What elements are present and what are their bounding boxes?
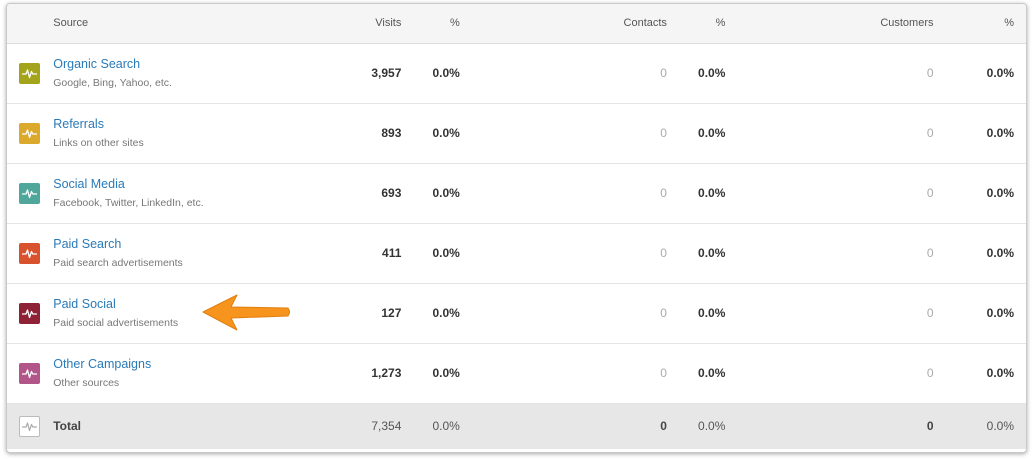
source-description: Other sources xyxy=(53,377,120,389)
customers-pct-value: 0.0% xyxy=(986,306,1014,320)
activity-icon[interactable] xyxy=(19,182,40,204)
activity-icon[interactable] xyxy=(19,415,40,437)
contacts-value: 0 xyxy=(660,306,667,320)
total-label: Total xyxy=(53,419,82,434)
header-icon-spacer xyxy=(7,4,49,43)
contacts-pct-value: 0.0% xyxy=(698,306,726,320)
customers-pct-value: 0.0% xyxy=(986,246,1014,260)
total-contacts-pct: 0.0% xyxy=(698,419,726,434)
customers-value: 0 xyxy=(926,66,934,80)
visits-pct-value: 0.0% xyxy=(432,246,460,260)
visits-value: 127 xyxy=(381,306,402,320)
activity-icon[interactable] xyxy=(19,122,40,144)
visits-pct-value: 0.0% xyxy=(432,306,460,320)
activity-icon[interactable] xyxy=(19,62,40,84)
traffic-sources-panel: Source Visits % Contacts % Customers % O… xyxy=(6,3,1027,453)
sources-table: Source Visits % Contacts % Customers % O… xyxy=(7,4,1026,449)
source-description: Links on other sites xyxy=(53,137,144,149)
source-link-paid-social[interactable]: Paid Social xyxy=(53,297,116,311)
visits-value: 411 xyxy=(382,246,402,260)
source-link-social-media[interactable]: Social Media xyxy=(53,177,125,191)
contacts-value: 0 xyxy=(660,186,667,200)
source-link-paid-search[interactable]: Paid Search xyxy=(53,237,122,251)
header-customers-pct[interactable]: % xyxy=(1004,17,1014,30)
activity-icon[interactable] xyxy=(19,302,40,324)
visits-pct-value: 0.0% xyxy=(432,66,460,80)
contacts-value: 0 xyxy=(660,126,667,140)
table-row: Social Media Facebook, Twitter, LinkedIn… xyxy=(7,163,1026,223)
activity-icon[interactable] xyxy=(19,242,40,264)
visits-value: 1,273 xyxy=(371,366,402,380)
total-row: Total 7,354 0.0% 0 0.0% 0 0.0% xyxy=(7,403,1026,449)
visits-value: 893 xyxy=(381,126,402,140)
customers-pct-value: 0.0% xyxy=(986,66,1014,80)
table-row: Paid Search Paid search advertisements 4… xyxy=(7,223,1026,283)
source-description: Paid social advertisements xyxy=(53,317,179,329)
contacts-value: 0 xyxy=(660,66,667,80)
customers-pct-value: 0.0% xyxy=(986,186,1014,200)
table-row: Other Campaigns Other sources 1,273 0.0%… xyxy=(7,343,1026,403)
contacts-value: 0 xyxy=(660,246,667,260)
visits-value: 693 xyxy=(381,186,402,200)
contacts-value: 0 xyxy=(660,366,667,380)
table-row: Referrals Links on other sites 893 0.0% … xyxy=(7,103,1026,163)
activity-icon[interactable] xyxy=(19,362,40,384)
customers-value: 0 xyxy=(926,126,934,140)
customers-pct-value: 0.0% xyxy=(986,366,1014,380)
customers-value: 0 xyxy=(926,366,934,380)
visits-pct-value: 0.0% xyxy=(432,366,460,380)
source-link-other-campaigns[interactable]: Other Campaigns xyxy=(53,357,152,371)
contacts-pct-value: 0.0% xyxy=(698,126,726,140)
customers-value: 0 xyxy=(926,306,934,320)
table-header: Source Visits % Contacts % Customers % xyxy=(7,4,1026,43)
contacts-pct-value: 0.0% xyxy=(698,186,726,200)
table-row: Paid Social Paid social advertisements 1… xyxy=(7,283,1026,343)
header-customers[interactable]: Customers xyxy=(880,17,934,30)
total-customers: 0 xyxy=(926,419,934,434)
contacts-pct-value: 0.0% xyxy=(698,66,726,80)
table-row: Organic Search Google, Bing, Yahoo, etc.… xyxy=(7,43,1026,103)
source-description: Paid search advertisements xyxy=(53,257,183,269)
source-description: Facebook, Twitter, LinkedIn, etc. xyxy=(53,197,204,209)
visits-pct-value: 0.0% xyxy=(432,186,460,200)
source-link-referrals[interactable]: Referrals xyxy=(53,117,104,131)
header-contacts[interactable]: Contacts xyxy=(623,17,667,30)
arrow-left-icon xyxy=(202,294,290,331)
visits-pct-value: 0.0% xyxy=(432,126,460,140)
header-visits[interactable]: Visits xyxy=(375,17,402,30)
total-contacts: 0 xyxy=(660,419,667,434)
total-visits-pct: 0.0% xyxy=(432,419,460,434)
customers-pct-value: 0.0% xyxy=(986,126,1014,140)
header-source[interactable]: Source xyxy=(53,17,89,30)
total-visits: 7,354 xyxy=(371,419,402,434)
customers-value: 0 xyxy=(926,186,934,200)
contacts-pct-value: 0.0% xyxy=(698,366,726,380)
header-visits-pct[interactable]: % xyxy=(450,17,460,30)
source-description: Google, Bing, Yahoo, etc. xyxy=(53,77,172,89)
header-contacts-pct[interactable]: % xyxy=(715,17,726,30)
visits-value: 3,957 xyxy=(371,66,402,80)
source-link-organic-search[interactable]: Organic Search xyxy=(53,57,141,71)
contacts-pct-value: 0.0% xyxy=(698,246,726,260)
total-customers-pct: 0.0% xyxy=(986,419,1014,434)
customers-value: 0 xyxy=(926,246,934,260)
